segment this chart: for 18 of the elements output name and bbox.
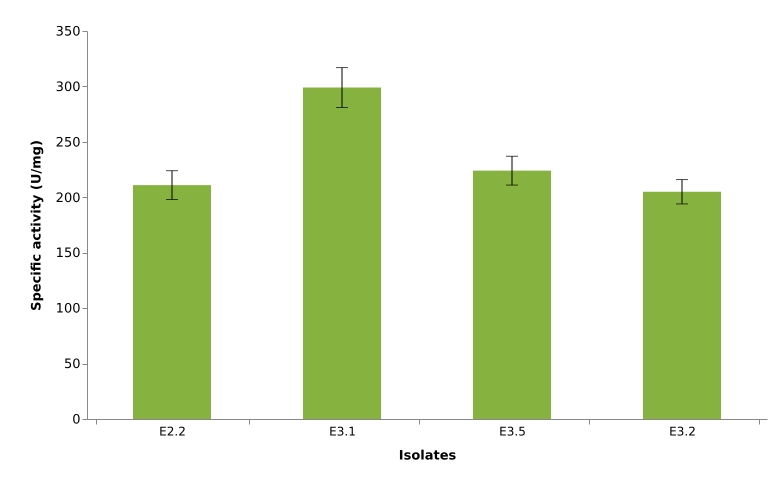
bar [643,192,721,419]
y-tick-label: 350 [56,24,80,40]
bar [473,170,551,419]
y-tick-label: 0 [72,412,80,428]
bar [303,88,381,419]
y-tick-label: 50 [64,357,80,372]
x-tick-label: E3.5 [499,424,526,438]
y-tick-label: 150 [56,246,80,262]
bar [133,185,211,419]
x-tick-label: E3.2 [669,424,696,438]
y-tick-label: 250 [56,135,80,150]
y-axis-title: Specific activity (U/mg) [30,140,45,311]
y-tick-label: 100 [56,302,80,317]
y-tick-label: 300 [56,80,80,95]
x-tick-label: E3.1 [329,424,356,438]
x-tick-label: E2.2 [159,424,186,438]
x-axis-title: Isolates [398,448,457,464]
y-tick-label: 200 [56,190,80,206]
